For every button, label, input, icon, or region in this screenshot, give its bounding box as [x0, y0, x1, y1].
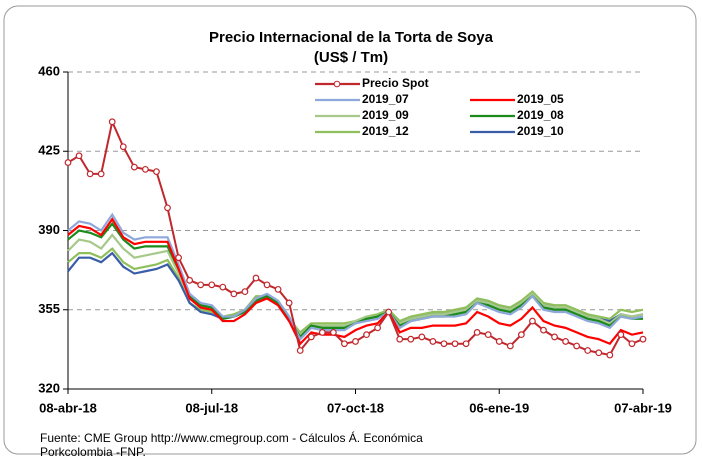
spot-marker	[307, 333, 315, 341]
series-line	[67, 217, 644, 346]
spot-marker	[595, 349, 603, 357]
spot-marker	[540, 326, 547, 334]
legend-label: 2019_07	[362, 92, 409, 106]
spot-marker	[462, 340, 470, 348]
spot-marker	[341, 340, 348, 348]
spot-marker	[639, 335, 647, 343]
source-note: Porkcolombia -FNP.	[40, 445, 146, 459]
spot-marker	[628, 340, 636, 348]
spot-marker	[130, 163, 138, 171]
y-tick-label: 355	[38, 301, 60, 316]
spot-marker	[573, 342, 581, 350]
spot-marker	[197, 281, 205, 289]
series-line	[67, 212, 644, 342]
spot-marker	[396, 335, 404, 343]
x-tick-label: 08-abr-18	[39, 400, 97, 415]
x-tick-label: 07-oct-18	[327, 400, 384, 415]
y-tick-label: 390	[38, 222, 60, 237]
x-tick-label: 06-ene-19	[469, 400, 529, 415]
spot-marker	[429, 338, 437, 345]
spot-marker	[119, 143, 127, 151]
series-line	[67, 233, 644, 337]
spot-marker	[285, 299, 293, 307]
y-tick-label: 320	[38, 380, 60, 395]
spot-marker	[385, 308, 393, 316]
legend-label: 2019_10	[517, 124, 564, 138]
spot-marker	[186, 276, 194, 284]
legend-marker	[333, 80, 341, 88]
spot-marker	[352, 338, 359, 345]
spot-marker	[529, 317, 536, 325]
spot-marker	[142, 165, 149, 173]
spot-marker	[219, 283, 227, 291]
spot-marker	[263, 281, 271, 289]
spot-marker	[153, 168, 160, 176]
spot-marker	[407, 335, 415, 343]
spot-marker	[164, 204, 171, 212]
spot-marker	[517, 331, 525, 339]
x-tick-label: 07-abr-19	[614, 400, 672, 415]
spot-marker	[374, 324, 382, 332]
spot-marker	[252, 274, 260, 282]
spot-marker	[606, 351, 614, 359]
x-tick-label: 08-jul-18	[185, 400, 238, 415]
spot-marker	[64, 159, 72, 166]
legend-label: 2019_05	[517, 92, 564, 106]
spot-marker	[208, 281, 216, 289]
legend-label: 2019_09	[362, 108, 409, 122]
legend-label: Precio Spot	[362, 76, 429, 90]
spot-marker	[241, 288, 249, 296]
spot-marker	[318, 328, 326, 336]
chart-title: Precio Internacional de la Torta de Soya	[209, 29, 494, 46]
spot-marker	[440, 340, 448, 348]
spot-marker	[551, 333, 558, 341]
spot-marker	[86, 170, 94, 178]
spot-marker	[108, 118, 116, 126]
spot-marker	[418, 333, 426, 341]
spot-marker	[363, 331, 370, 339]
spot-marker	[473, 328, 481, 336]
spot-marker	[495, 338, 503, 345]
spot-marker	[296, 347, 304, 354]
y-tick-label: 460	[38, 63, 60, 78]
spot-marker	[484, 331, 492, 339]
spot-marker	[329, 328, 337, 336]
spot-marker	[617, 331, 625, 339]
y-tick-label: 425	[38, 143, 60, 158]
spot-marker	[451, 340, 459, 348]
source-note: Fuente: CME Group http://www.cmegroup.co…	[40, 430, 423, 445]
spot-marker	[75, 152, 83, 160]
spot-marker	[562, 338, 569, 345]
chart-subtitle: (US$ / Tm)	[314, 49, 388, 66]
spot-marker	[506, 342, 514, 350]
legend-label: 2019_08	[517, 108, 564, 122]
spot-marker	[97, 170, 105, 178]
spot-marker	[584, 347, 592, 354]
spot-marker	[175, 254, 182, 262]
legend-label: 2019_12	[362, 124, 409, 138]
spot-marker	[274, 285, 282, 293]
spot-marker	[230, 290, 238, 298]
